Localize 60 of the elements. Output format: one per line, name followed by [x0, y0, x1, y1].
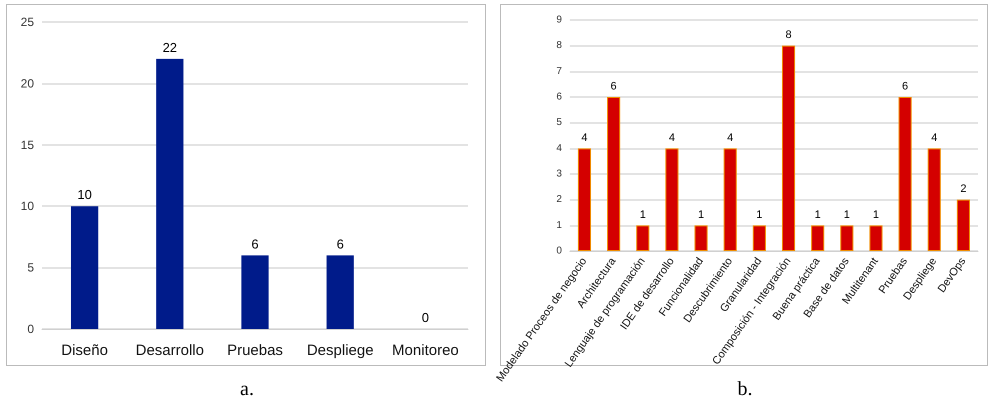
y-tick-label: 5: [556, 117, 562, 128]
y-tick-label: 4: [556, 142, 562, 154]
bar: [898, 97, 912, 251]
data-label: 1: [872, 208, 880, 221]
bar: [156, 58, 184, 329]
bar: [752, 225, 766, 251]
y-tick-label: 1: [556, 220, 562, 231]
data-label: 4: [581, 132, 588, 144]
bar: [694, 225, 708, 251]
data-label: 4: [931, 132, 938, 144]
data-label: 10: [77, 187, 92, 202]
x-tick-label: Diseño: [61, 342, 108, 359]
y-tick-label: 2: [556, 194, 562, 206]
data-label: 4: [727, 132, 734, 144]
bar: [724, 148, 737, 251]
data-label: 8: [785, 29, 792, 42]
data-label: 1: [698, 208, 704, 221]
y-tick-label: 10: [20, 199, 34, 214]
data-label: 6: [902, 80, 908, 92]
data-label: 6: [251, 236, 259, 252]
data-label: 1: [844, 208, 850, 221]
bar: [811, 225, 824, 251]
bar: [578, 148, 592, 251]
y-tick-label: 0: [556, 246, 562, 256]
x-tick-label: Monitoreo: [392, 342, 459, 359]
y-tick-label: 20: [20, 76, 34, 90]
bar: [326, 255, 354, 329]
y-tick-label: 7: [556, 66, 562, 77]
text: b.: [738, 378, 752, 400]
data-label: 6: [336, 236, 344, 252]
data-label: 2: [960, 183, 966, 196]
data-label: 4: [668, 132, 675, 144]
y-tick-label: 25: [20, 15, 34, 29]
bar: [70, 206, 98, 329]
x-tick-label: Despliege: [306, 342, 374, 359]
bar: [782, 46, 796, 251]
bar: [607, 97, 620, 251]
bar: [665, 148, 678, 251]
y-tick-label: 3: [556, 168, 562, 180]
bar: [956, 200, 970, 251]
x-tick-label: Pruebas: [227, 342, 283, 359]
data-label: 1: [756, 208, 762, 221]
y-tick-label: 15: [20, 138, 34, 152]
bar: [241, 255, 269, 329]
y-tick-label: 0: [27, 322, 34, 336]
y-tick-label: 5: [27, 260, 34, 275]
data-label: 1: [640, 208, 646, 221]
bar: [840, 225, 854, 251]
bar: [869, 225, 883, 251]
y-tick-label: 6: [556, 92, 562, 102]
bar: [636, 225, 650, 251]
x-tick-label: Desarrollo: [136, 342, 204, 359]
y-tick-label: 8: [556, 40, 562, 52]
data-label: 1: [814, 208, 821, 221]
data-label: 0: [422, 310, 430, 325]
y-tick-label: 9: [556, 14, 562, 26]
data-label: 6: [610, 80, 617, 92]
data-label: 22: [162, 40, 178, 55]
text: a.: [240, 378, 254, 400]
bar: [928, 148, 941, 251]
